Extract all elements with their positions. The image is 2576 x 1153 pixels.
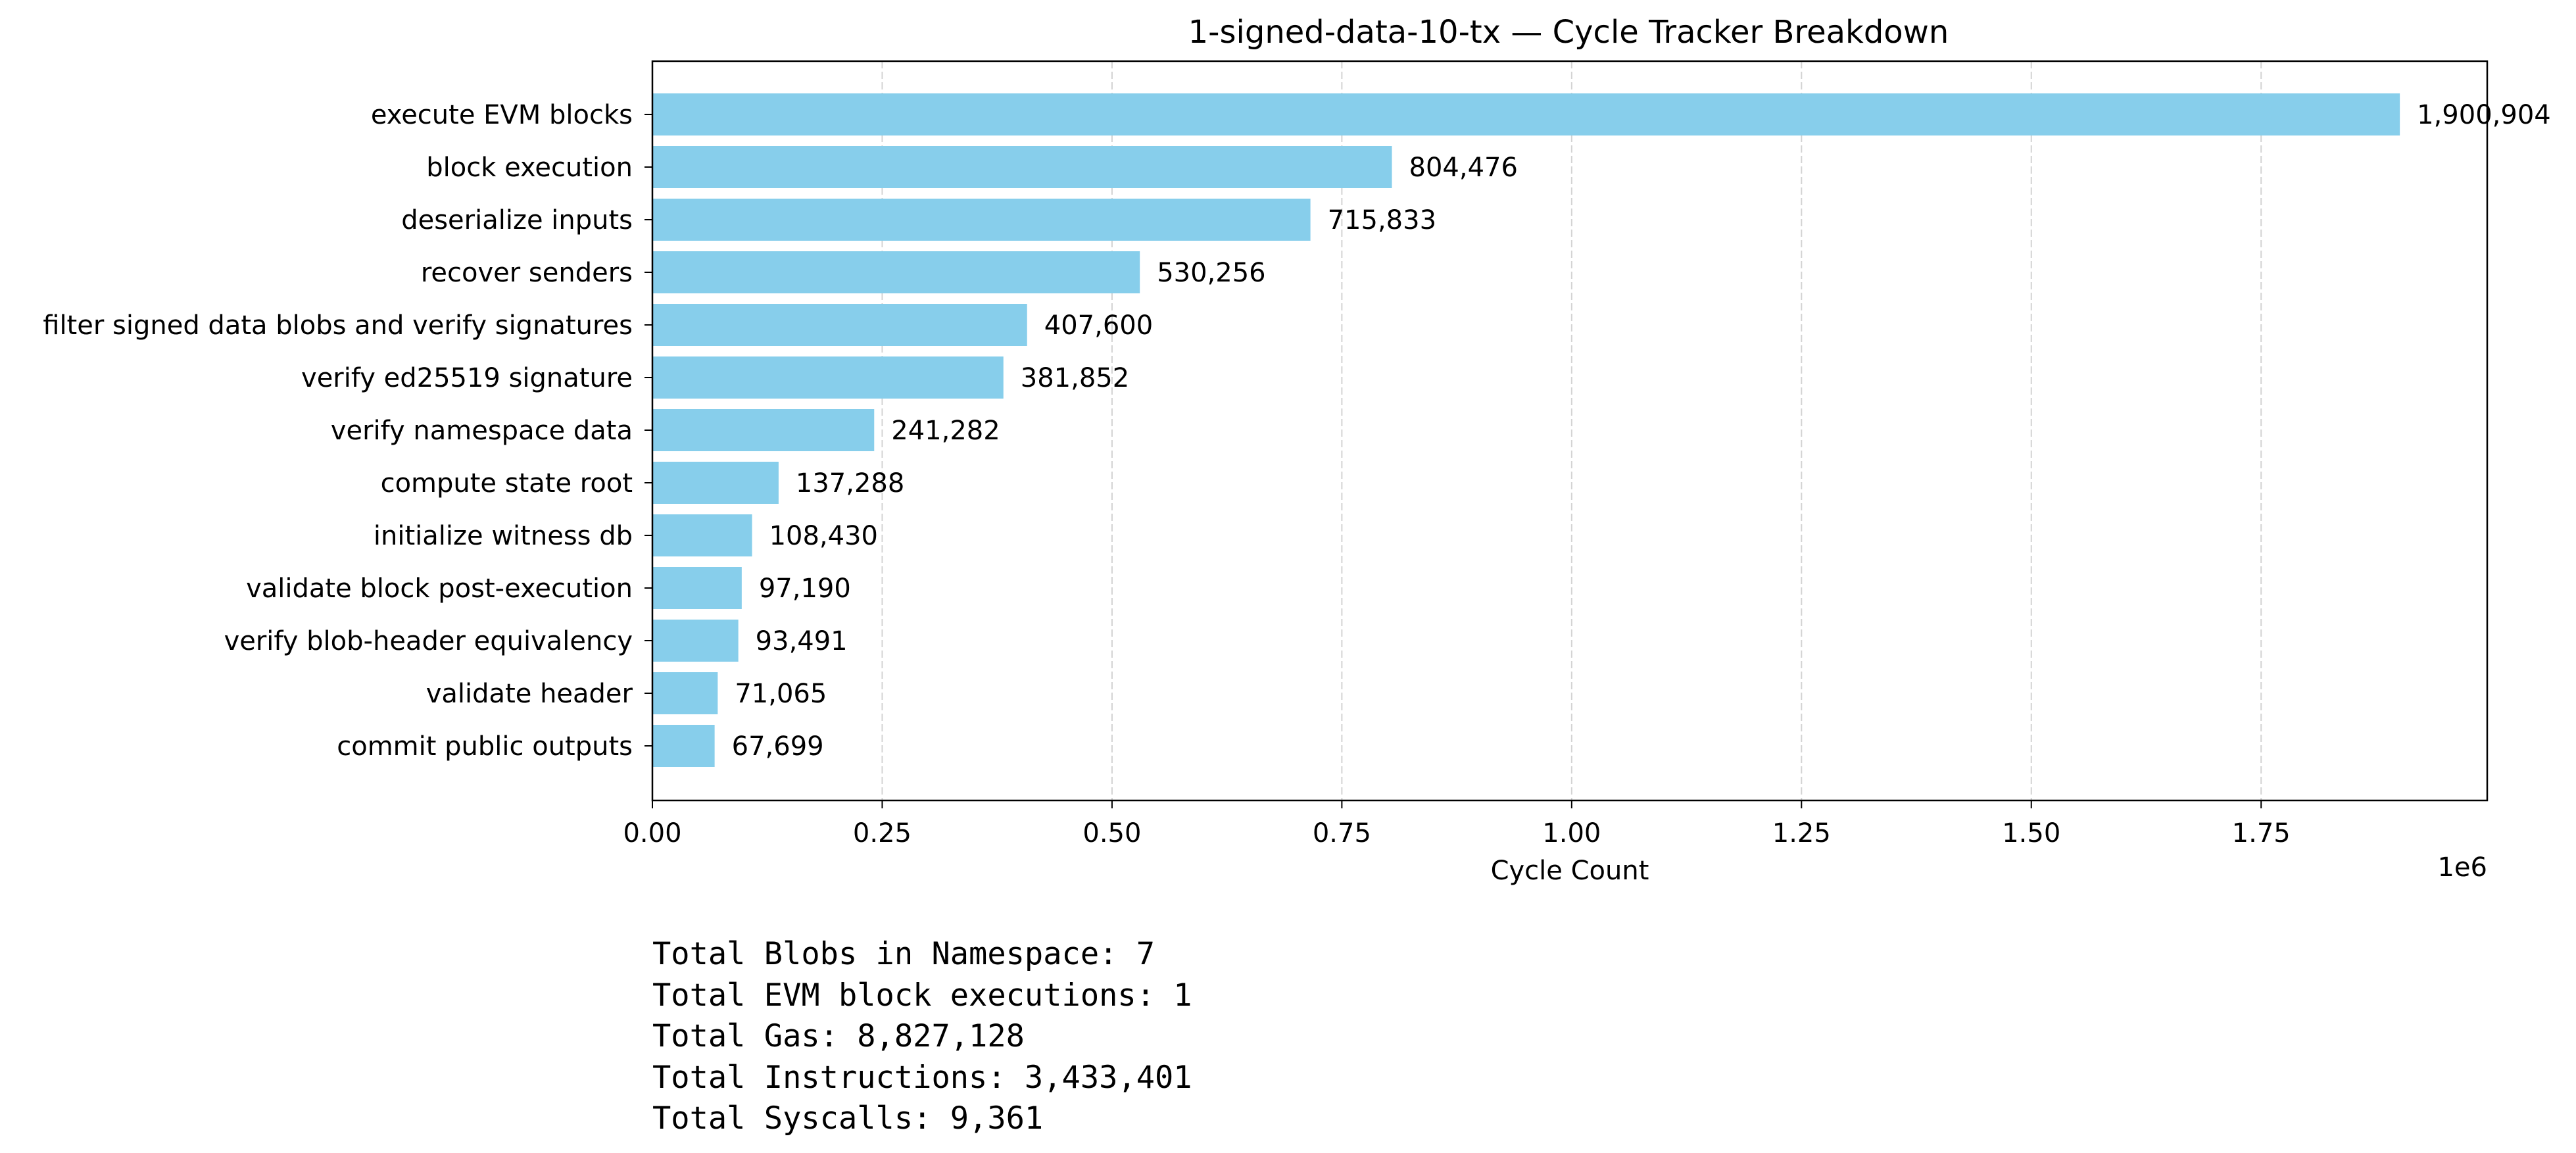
summary-line-evm-executions: Total EVM block executions: 1 [652, 977, 1192, 1014]
x-tick-label: 0.00 [623, 818, 681, 848]
y-tick-label: verify ed25519 signature [301, 363, 633, 393]
bar [652, 356, 1004, 399]
y-tick-label: recover senders [421, 258, 633, 288]
y-tick-label: initialize witness db [374, 521, 633, 551]
bar [652, 304, 1027, 346]
x-tick-label: 1.50 [2002, 818, 2060, 848]
bar [652, 672, 718, 714]
y-tick-label: filter signed data blobs and verify sign… [43, 310, 633, 341]
plot-frame [651, 60, 2489, 802]
bar [652, 514, 752, 556]
bar [652, 146, 1392, 188]
bar-value-label: 715,833 [1328, 205, 1436, 235]
y-tick-label: block execution [426, 153, 633, 183]
bar [652, 620, 739, 662]
summary-stats: Total Blobs in Namespace: 7 Total EVM bl… [652, 934, 1192, 1140]
summary-line-blobs: Total Blobs in Namespace: 7 [652, 936, 1155, 972]
bar-value-label: 137,288 [796, 468, 904, 499]
x-tick-label: 1.75 [2232, 818, 2291, 848]
summary-line-instructions: Total Instructions: 3,433,401 [652, 1059, 1192, 1096]
bar-value-label: 71,065 [735, 679, 827, 709]
bar-value-label: 381,852 [1021, 363, 1129, 393]
y-tick-label: execute EVM blocks [371, 100, 633, 130]
bar [652, 251, 1140, 293]
y-tick-label: validate header [426, 679, 633, 709]
bar-value-label: 804,476 [1409, 153, 1518, 183]
x-tick-label: 0.75 [1313, 818, 1371, 848]
x-tick-label: 1.00 [1542, 818, 1601, 848]
x-tick-label: 1.25 [1772, 818, 1831, 848]
bar-value-label: 241,282 [891, 416, 1000, 446]
bar [652, 409, 875, 451]
bar-value-label: 67,699 [732, 731, 824, 762]
x-axis-scale-offset: 1e6 [2437, 852, 2487, 883]
bar-value-label: 93,491 [756, 626, 848, 656]
plot-area: 1,900,904 execute EVM blocks 804,476 block … [43, 60, 2551, 848]
bar [652, 725, 715, 767]
bar-value-label: 97,190 [759, 574, 851, 604]
bar [652, 199, 1311, 241]
bar [652, 567, 742, 609]
bar-value-label: 1,900,904 [2417, 100, 2551, 130]
x-axis-title: Cycle Count [1491, 856, 1649, 886]
bar [652, 462, 779, 504]
summary-line-syscalls: Total Syscalls: 9,361 [652, 1100, 1044, 1137]
y-tick-label: verify blob-header equivalency [224, 626, 633, 656]
bar-value-label: 407,600 [1044, 310, 1153, 341]
bar-value-label: 530,256 [1157, 258, 1265, 288]
y-tick-label: deserialize inputs [401, 205, 633, 235]
bar-value-label: 108,430 [769, 521, 878, 551]
bar [652, 93, 2400, 135]
y-tick-label: commit public outputs [337, 731, 633, 762]
chart-title: 1-signed-data-10-tx — Cycle Tracker Brea… [1188, 14, 1949, 51]
x-tick-label: 0.25 [853, 818, 911, 848]
y-tick-label: validate block post-execution [246, 574, 633, 604]
x-tick-label: 0.50 [1082, 818, 1141, 848]
y-tick-label: compute state root [381, 468, 633, 499]
summary-line-gas: Total Gas: 8,827,128 [652, 1018, 1025, 1054]
y-tick-label: verify namespace data [331, 416, 633, 446]
